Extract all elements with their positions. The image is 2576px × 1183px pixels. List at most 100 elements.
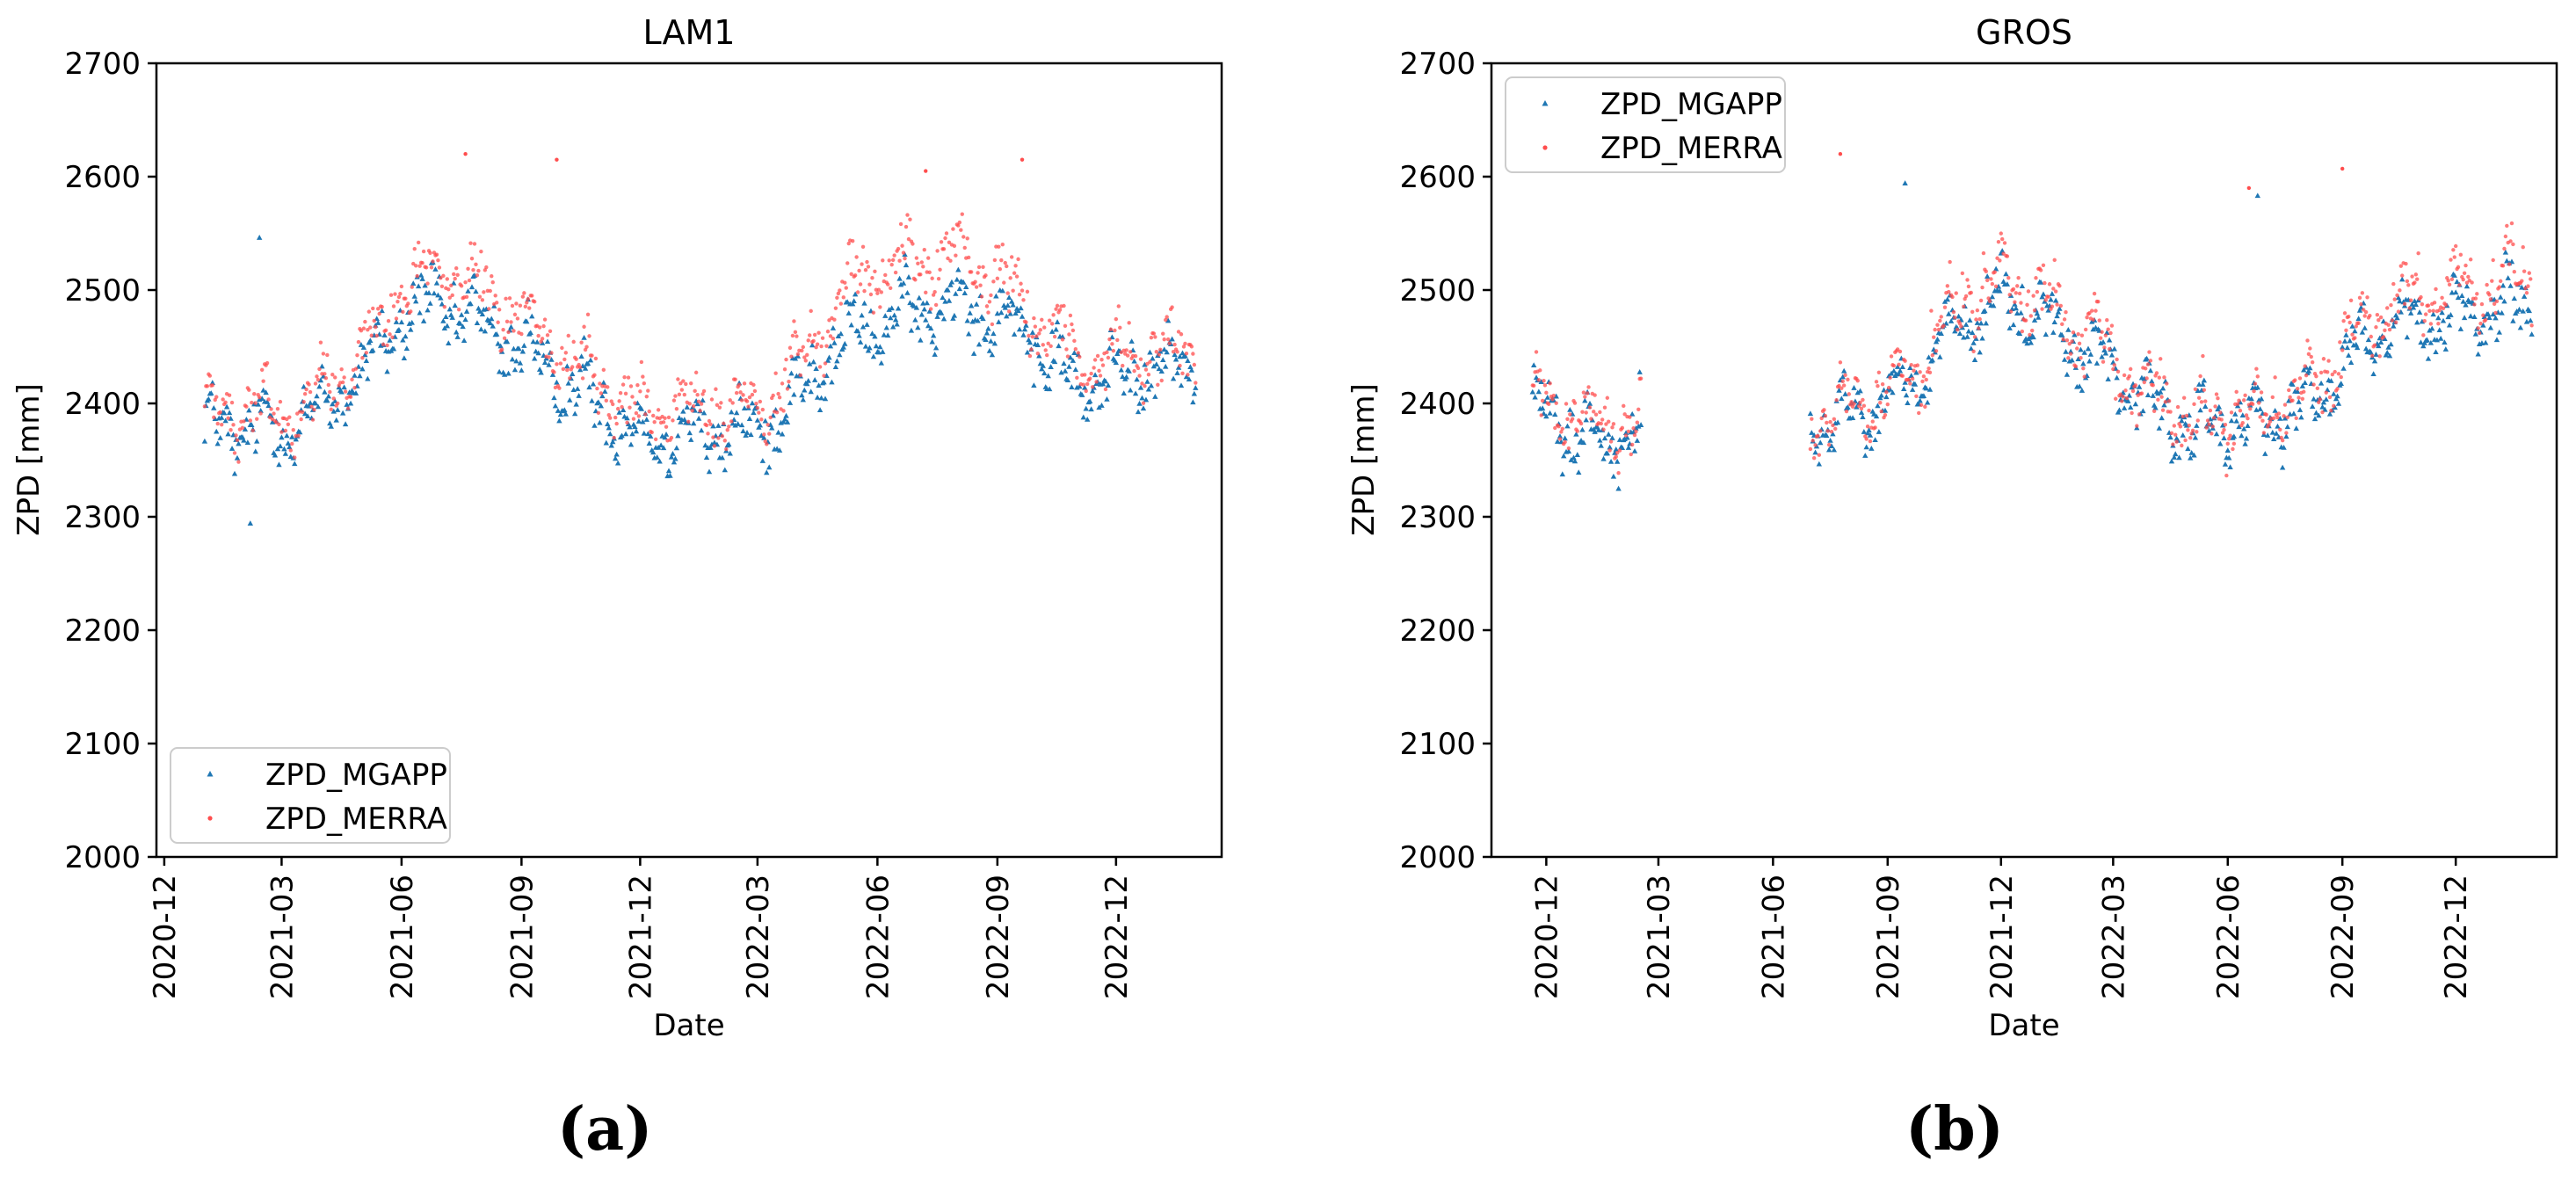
point-mgapp [675,432,681,439]
point-merra [682,392,687,397]
y-tick-label: 2200 [64,613,141,649]
point-merra [364,351,369,355]
y-tick-label: 2600 [1399,160,1476,195]
point-merra [202,404,207,409]
point-merra [1934,349,1939,353]
point-merra [2013,300,2017,304]
point-mgapp [2216,403,2223,410]
point-mgapp [403,345,410,352]
point-mgapp [417,309,423,316]
point-merra [340,380,345,385]
point-merra [1087,376,1092,381]
point-mgapp [895,305,902,311]
point-mgapp [776,447,783,453]
point-mgapp [628,441,635,447]
point-mgapp [650,449,657,455]
point-mgapp [1069,384,1075,389]
point-mgapp [1956,313,1962,319]
point-merra [2302,389,2306,394]
point-mgapp [800,396,807,403]
point-mgapp [1901,386,1907,391]
point-outlier [2246,185,2252,191]
point-merra [1060,337,1065,342]
point-mgapp [1150,363,1157,369]
point-merra [857,268,861,273]
point-merra [2481,313,2485,317]
point-mgapp [1845,404,1851,410]
point-mgapp [837,352,843,358]
point-mgapp [948,279,955,285]
point-merra [2130,410,2134,416]
point-merra [519,331,524,337]
point-mgapp [222,417,229,424]
point-merra [2023,318,2028,323]
point-merra [1085,381,1090,387]
point-merra [967,255,971,260]
point-merra [969,270,974,274]
point-merra [265,360,270,366]
point-merra [212,415,216,420]
point-mgapp [457,320,463,326]
point-merra [2508,239,2513,243]
scatter-points-gros [1529,152,2535,491]
point-mgapp [2305,368,2312,374]
point-mgapp [1948,318,1955,323]
point-merra [2462,271,2467,275]
point-merra [2317,400,2321,404]
point-mgapp [554,379,560,385]
point-mgapp [2460,298,2466,304]
point-merra [2159,357,2163,361]
point-merra [707,418,712,424]
point-mgapp [393,319,400,324]
point-merra [356,339,361,345]
point-mgapp [1049,329,1056,334]
point-mgapp [449,315,455,320]
point-mgapp [2231,433,2238,439]
point-mgapp [206,396,212,402]
point-merra [2356,321,2361,325]
point-merra [1970,309,1975,314]
point-mgapp [822,396,829,402]
point-mgapp [2452,289,2459,295]
point-merra [716,436,721,440]
point-mgapp [2195,388,2201,394]
point-mgapp [2149,378,2155,384]
point-mgapp [1983,320,1989,326]
point-merra [801,345,806,350]
point-mgapp [578,353,584,359]
point-merra [2325,370,2330,374]
point-mgapp [1039,366,1045,372]
point-merra [2133,383,2138,388]
point-mgapp [438,294,444,301]
point-mgapp [938,309,945,316]
point-merra [2365,295,2369,300]
point-merra [957,220,962,225]
point-mgapp [1079,392,1085,397]
point-merra [557,386,562,390]
point-merra [699,402,704,406]
point-merra [777,396,782,400]
point-merra [887,258,891,263]
point-mgapp [2054,313,2060,319]
point-mgapp [1086,398,1093,404]
point-merra [595,386,599,391]
point-merra [2385,306,2390,310]
point-mgapp [589,397,595,403]
point-merra [606,412,611,417]
point-merra [381,342,386,347]
point-merra [2458,252,2464,258]
point-merra [2188,435,2193,440]
point-mgapp [1059,333,1066,339]
point-mgapp [2099,353,2105,359]
point-merra [2285,415,2290,419]
point-merra [390,335,395,340]
point-merra [345,406,351,410]
point-mgapp [2188,454,2194,461]
point-merra [873,269,877,274]
point-merra [2014,291,2018,295]
point-merra [1611,422,1616,426]
point-mgapp [314,393,320,399]
point-merra [684,381,688,387]
point-mgapp [1031,382,1037,388]
